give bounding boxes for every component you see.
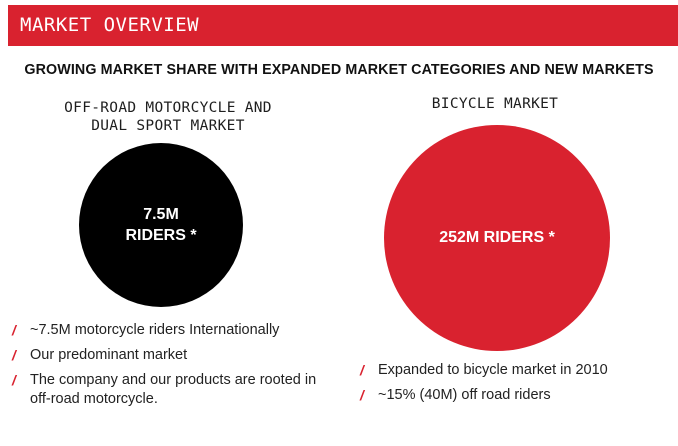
list-item: / Expanded to bicycle market in 2010 [360, 361, 670, 380]
list-item: / Our predominant market [12, 346, 332, 365]
offroad-circle-value: 7.5M [143, 206, 179, 223]
offroad-market-title: OFF-ROAD MOTORCYCLE AND DUAL SPORT MARKE… [18, 99, 318, 135]
header-bar: MARKET OVERVIEW [8, 5, 678, 46]
offroad-market-title-line2: DUAL SPORT MARKET [91, 118, 245, 134]
page-title: MARKET OVERVIEW [20, 14, 200, 36]
bullet-text: Expanded to bicycle market in 2010 [378, 362, 608, 378]
bullet-text: Our predominant market [30, 347, 188, 363]
slash-bullet-icon: / [360, 387, 364, 403]
bicycle-riders-circle: 252M RIDERS * [384, 125, 610, 351]
slash-bullet-icon: / [12, 347, 16, 363]
offroad-riders-circle: 7.5M RIDERS * [79, 143, 243, 307]
list-item: / ~15% (40M) off road riders [360, 386, 670, 405]
slash-bullet-icon: / [12, 372, 16, 388]
offroad-bullet-list: / ~7.5M motorcycle riders Internationall… [12, 321, 332, 415]
slash-bullet-icon: / [12, 322, 16, 338]
bullet-text: ~7.5M motorcycle riders Internationally [30, 322, 280, 338]
bicycle-circle-label: 252M RIDERS * [439, 229, 555, 246]
offroad-market-title-line1: OFF-ROAD MOTORCYCLE AND [64, 100, 272, 116]
subtitle: GROWING MARKET SHARE WITH EXPANDED MARKE… [24, 62, 654, 78]
list-item: / ~7.5M motorcycle riders Internationall… [12, 321, 332, 340]
bullet-text: ~15% (40M) off road riders [378, 387, 551, 403]
offroad-circle-label: RIDERS * [125, 227, 197, 244]
list-item: / The company and our products are roote… [12, 371, 332, 409]
bullet-text: The company and our products are rooted … [30, 372, 317, 407]
bicycle-market-title: BICYCLE MARKET [431, 96, 559, 112]
slash-bullet-icon: / [360, 362, 364, 378]
bicycle-bullet-list: / Expanded to bicycle market in 2010 / ~… [360, 361, 670, 411]
